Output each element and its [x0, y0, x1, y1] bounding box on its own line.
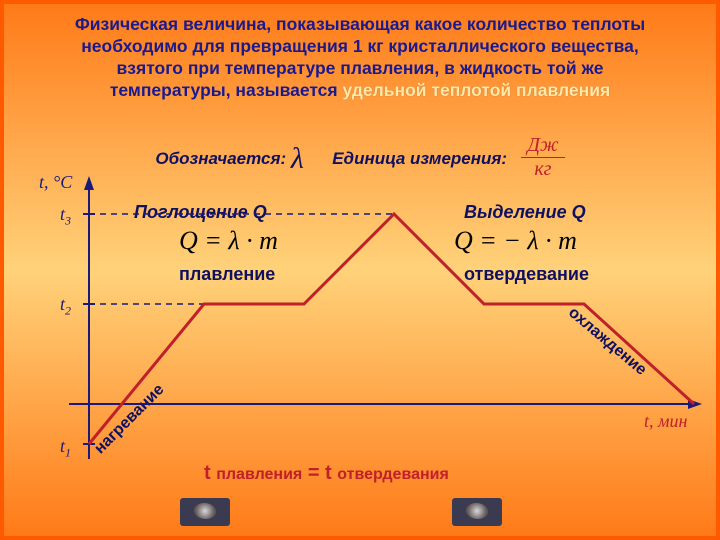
deco-image-left [180, 498, 230, 526]
header-highlight: удельной теплотой плавления [343, 80, 611, 100]
unit-denominator: кг [521, 158, 564, 181]
absorption-formula: Q = λ · m [179, 226, 278, 256]
melting-label: плавление [179, 264, 275, 285]
tick-t2: t2 [60, 294, 71, 319]
tick-t1: t1 [60, 436, 71, 461]
unit-numerator: Дж [521, 134, 564, 158]
header-line3: взятого при температуре плавления, в жид… [117, 58, 604, 78]
definition-text: Физическая величина, показывающая какое … [22, 14, 698, 102]
absorption-title: Поглощение Q [134, 202, 267, 223]
footer-left-small: плавления [216, 466, 302, 483]
release-title: Выделение Q [464, 202, 586, 223]
deco-image-right [452, 498, 502, 526]
y-axis-label: t, °C [39, 172, 72, 193]
header-line4-prefix: температуры, называется [110, 80, 343, 100]
unit-label: Единица измерения: [332, 149, 507, 168]
lambda-symbol: λ [291, 142, 304, 175]
x-axis-label: t, мин [644, 411, 687, 432]
solidification-label: отвердевание [464, 264, 589, 285]
header-line2: необходимо для превращения 1 кг кристалл… [81, 36, 639, 56]
footer-t1: t [204, 462, 216, 484]
denoted-label: Обозначается: [155, 149, 286, 168]
unit-fraction: Дж кг [521, 134, 564, 181]
footer-right-small: отвердевания [337, 466, 449, 483]
footer-equation: t плавления = t отвердевания [204, 462, 449, 485]
release-formula: Q = − λ · m [454, 226, 577, 256]
header-line1: Физическая величина, показывающая какое … [75, 14, 645, 34]
heating-label: нагревание [91, 381, 168, 458]
slide-container: Физическая величина, показывающая какое … [0, 0, 720, 540]
cooling-label: охлаждение [564, 304, 649, 380]
footer-eq-sign: = t [302, 462, 337, 484]
tick-t3: t3 [60, 204, 71, 229]
notation-row: Обозначается: λ Единица измерения: Дж кг [4, 136, 716, 183]
